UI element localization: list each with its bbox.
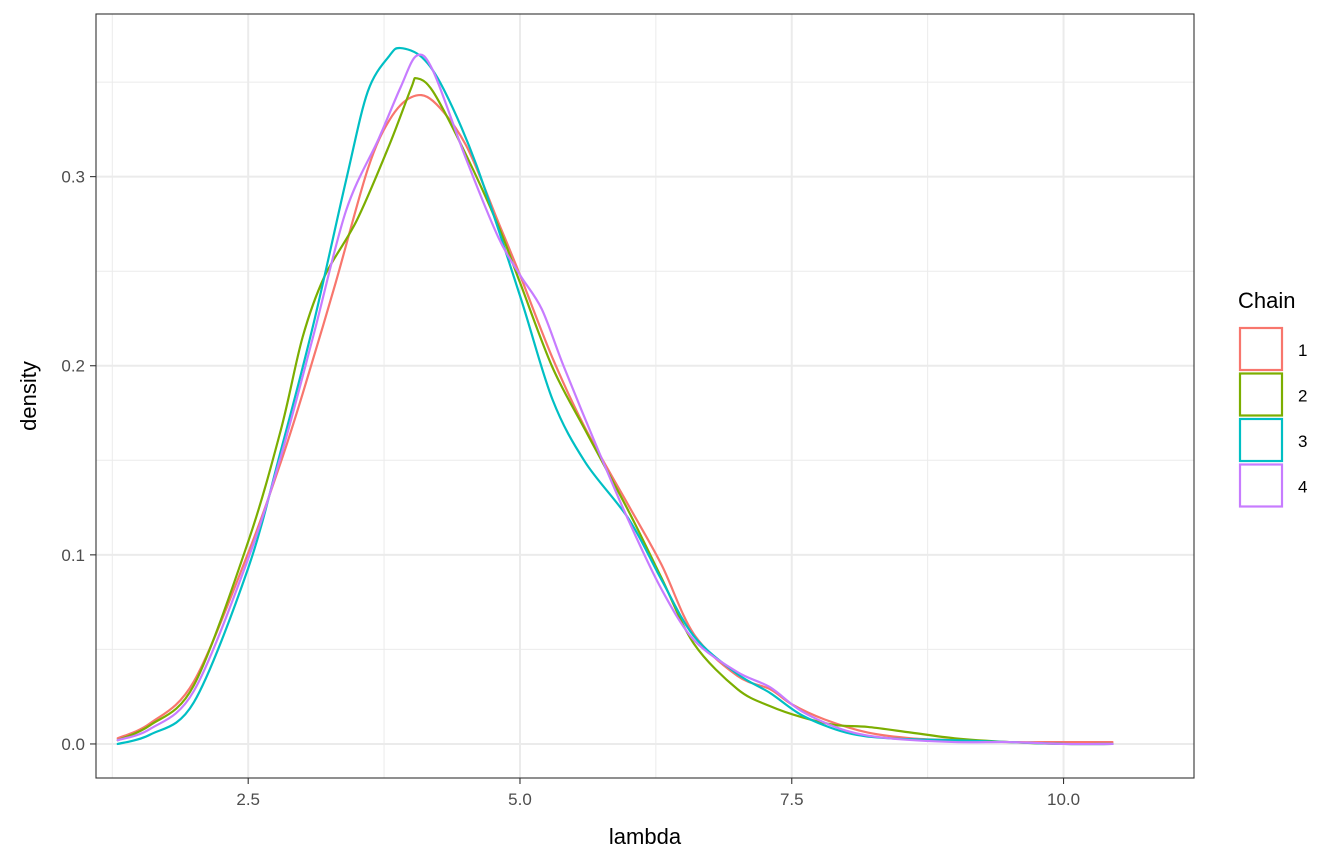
y-tick-label: 0.3 bbox=[61, 168, 85, 187]
density-line-chain-1 bbox=[116, 93, 1114, 744]
density-line-chain-4 bbox=[116, 53, 1114, 746]
y-tick-label: 0.1 bbox=[61, 546, 85, 565]
x-tick-label: 5.0 bbox=[508, 790, 532, 809]
plot-panel-border bbox=[95, 13, 1195, 779]
legend-key-chain-1 bbox=[1238, 326, 1284, 372]
density-line-chain-3 bbox=[116, 46, 1114, 746]
legend-label-chain-2: 2 bbox=[1298, 387, 1307, 406]
x-axis-title: lambda bbox=[609, 824, 682, 849]
legend-label-chain-4: 4 bbox=[1298, 478, 1307, 497]
legend-key-chain-2 bbox=[1238, 372, 1284, 417]
minor-gridlines bbox=[96, 14, 1194, 778]
density-line-chain-2 bbox=[116, 76, 1114, 746]
legend: Chain 1 2 3 4 bbox=[1238, 288, 1307, 508]
x-tick-label: 7.5 bbox=[780, 790, 804, 809]
y-tick-label: 0.0 bbox=[61, 735, 85, 754]
x-tick-label: 2.5 bbox=[236, 790, 260, 809]
x-tick-label: 10.0 bbox=[1047, 790, 1080, 809]
legend-title: Chain bbox=[1238, 288, 1295, 313]
x-axis-ticks: 2.5 5.0 7.5 10.0 bbox=[236, 778, 1080, 809]
plot-panel-background bbox=[96, 14, 1194, 778]
legend-label-chain-1: 1 bbox=[1298, 341, 1307, 360]
legend-label-chain-3: 3 bbox=[1298, 432, 1307, 451]
density-curves bbox=[116, 46, 1114, 746]
legend-key-chain-4 bbox=[1238, 463, 1284, 508]
y-axis-ticks: 0.0 0.1 0.2 0.3 bbox=[61, 168, 96, 754]
y-tick-label: 0.2 bbox=[61, 357, 85, 376]
y-axis-title: density bbox=[16, 361, 41, 431]
legend-key-chain-3 bbox=[1238, 417, 1284, 463]
